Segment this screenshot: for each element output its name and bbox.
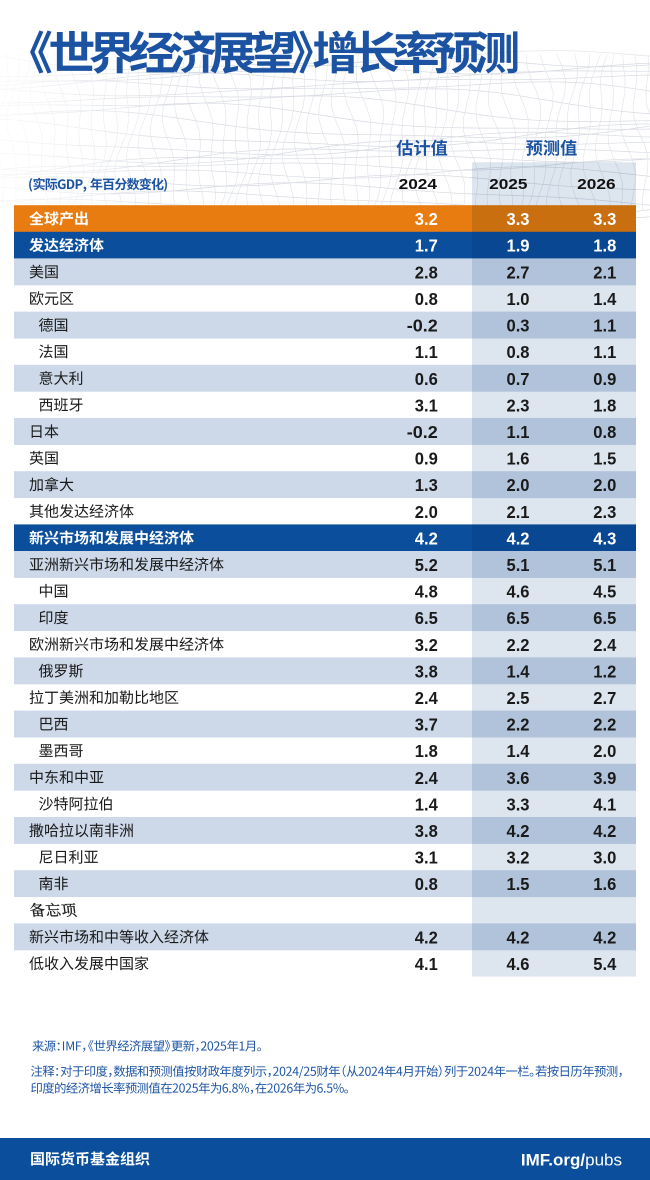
svg-text:3.9: 3.9 (593, 768, 616, 788)
svg-text:2025: 2025 (489, 176, 528, 193)
svg-text:2.3: 2.3 (507, 395, 530, 415)
svg-text:0.8: 0.8 (415, 289, 438, 309)
svg-text:1.8: 1.8 (593, 236, 616, 256)
svg-text:2.0: 2.0 (415, 502, 438, 522)
svg-text:4.2: 4.2 (507, 821, 530, 841)
svg-text:4.2: 4.2 (593, 821, 616, 841)
svg-text:5.2: 5.2 (415, 555, 438, 575)
svg-text:2.1: 2.1 (507, 502, 530, 522)
svg-text:3.2: 3.2 (415, 209, 438, 229)
svg-text:0.8: 0.8 (507, 342, 530, 362)
svg-text:4.2: 4.2 (415, 927, 438, 947)
svg-text:-0.2: -0.2 (407, 422, 438, 442)
svg-text:-0.2: -0.2 (407, 316, 438, 336)
svg-text:6.5: 6.5 (507, 608, 530, 628)
svg-text:2.1: 2.1 (593, 262, 616, 282)
svg-text:6.5: 6.5 (593, 608, 616, 628)
svg-text:0.9: 0.9 (593, 369, 616, 389)
svg-text:2.2: 2.2 (507, 635, 530, 655)
svg-text:3.6: 3.6 (507, 768, 530, 788)
svg-text:1.0: 1.0 (507, 289, 530, 309)
svg-text:0.9: 0.9 (415, 449, 438, 469)
svg-text:2.4: 2.4 (593, 635, 616, 655)
svg-text:5.1: 5.1 (593, 555, 616, 575)
svg-text:3.1: 3.1 (415, 395, 438, 415)
svg-text:2.2: 2.2 (507, 715, 530, 735)
svg-text:4.6: 4.6 (507, 954, 530, 974)
svg-text:1.1: 1.1 (593, 342, 616, 362)
svg-text:3.3: 3.3 (507, 209, 530, 229)
svg-text:IMF.org/pubs: IMF.org/pubs (521, 1151, 622, 1170)
svg-text:1.8: 1.8 (593, 395, 616, 415)
svg-text:4.6: 4.6 (507, 582, 530, 602)
svg-text:2.0: 2.0 (507, 475, 530, 495)
svg-text:2.7: 2.7 (593, 688, 616, 708)
svg-text:1.1: 1.1 (507, 422, 530, 442)
svg-text:4.5: 4.5 (593, 582, 616, 602)
svg-text:1.1: 1.1 (593, 316, 616, 336)
svg-text:0.3: 0.3 (507, 316, 530, 336)
svg-text:2.4: 2.4 (415, 768, 438, 788)
svg-text:1.8: 1.8 (415, 741, 438, 761)
svg-text:3.0: 3.0 (593, 848, 616, 868)
svg-text:3.3: 3.3 (507, 794, 530, 814)
svg-text:3.2: 3.2 (415, 635, 438, 655)
svg-text:4.3: 4.3 (593, 528, 616, 548)
svg-text:3.8: 3.8 (415, 821, 438, 841)
svg-text:3.7: 3.7 (415, 715, 438, 735)
svg-text:2.3: 2.3 (593, 502, 616, 522)
svg-text:2.0: 2.0 (593, 475, 616, 495)
svg-text:0.7: 0.7 (507, 369, 530, 389)
svg-text:4.2: 4.2 (415, 528, 438, 548)
svg-text:2026: 2026 (577, 176, 615, 193)
svg-text:1.1: 1.1 (415, 342, 438, 362)
svg-text:2.2: 2.2 (593, 715, 616, 735)
svg-text:1.4: 1.4 (507, 741, 530, 761)
svg-text:1.6: 1.6 (507, 449, 530, 469)
svg-text:0.8: 0.8 (415, 874, 438, 894)
svg-text:2024: 2024 (399, 176, 438, 193)
svg-text:4.2: 4.2 (593, 927, 616, 947)
svg-text:1.5: 1.5 (593, 449, 616, 469)
svg-text:4.1: 4.1 (415, 954, 438, 974)
svg-text:0.8: 0.8 (593, 422, 616, 442)
svg-text:3.8: 3.8 (415, 661, 438, 681)
svg-text:1.4: 1.4 (593, 289, 616, 309)
svg-text:1.4: 1.4 (415, 794, 438, 814)
svg-text:4.2: 4.2 (507, 528, 530, 548)
svg-text:1.3: 1.3 (415, 475, 438, 495)
svg-text:2.8: 2.8 (415, 262, 438, 282)
svg-text:4.2: 4.2 (507, 927, 530, 947)
svg-text:4.8: 4.8 (415, 582, 438, 602)
svg-text:2.0: 2.0 (593, 741, 616, 761)
svg-text:3.2: 3.2 (507, 848, 530, 868)
svg-text:1.2: 1.2 (593, 661, 616, 681)
svg-text:1.6: 1.6 (593, 874, 616, 894)
svg-text:1.5: 1.5 (507, 874, 530, 894)
svg-text:3.1: 3.1 (415, 848, 438, 868)
svg-text:2.7: 2.7 (507, 262, 530, 282)
svg-text:5.1: 5.1 (507, 555, 530, 575)
svg-text:0.6: 0.6 (415, 369, 438, 389)
svg-text:1.7: 1.7 (415, 236, 438, 256)
svg-text:1.9: 1.9 (507, 236, 530, 256)
svg-text:6.5: 6.5 (415, 608, 438, 628)
svg-text:3.3: 3.3 (593, 209, 616, 229)
svg-text:5.4: 5.4 (593, 954, 616, 974)
svg-text:2.5: 2.5 (507, 688, 530, 708)
svg-text:1.4: 1.4 (507, 661, 530, 681)
svg-text:4.1: 4.1 (593, 794, 616, 814)
svg-text:2.4: 2.4 (415, 688, 438, 708)
